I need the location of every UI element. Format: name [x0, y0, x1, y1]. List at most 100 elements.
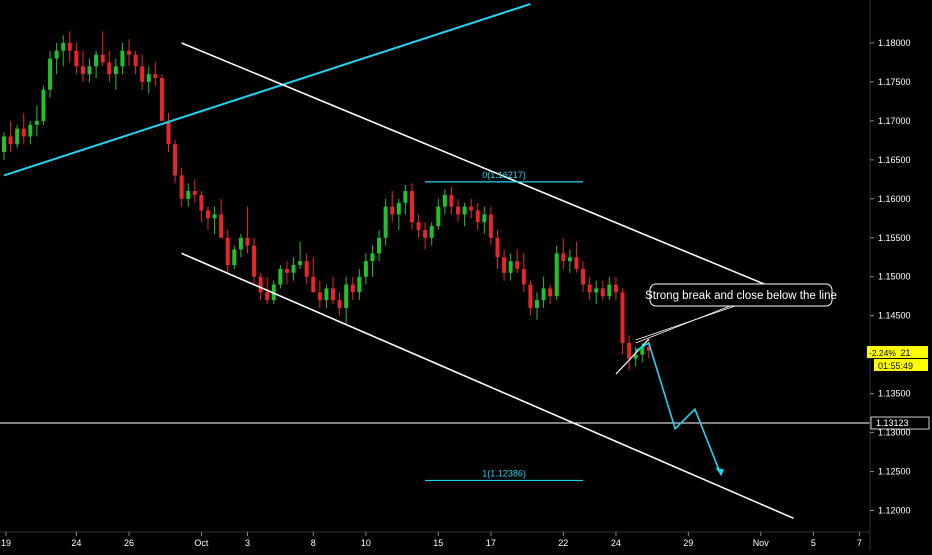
candle[interactable]	[396, 198, 401, 230]
candle[interactable]	[528, 280, 533, 316]
candle[interactable]	[423, 222, 428, 250]
candle[interactable]	[291, 257, 296, 281]
candle[interactable]	[48, 50, 53, 98]
candle[interactable]	[67, 31, 72, 63]
candle[interactable]	[554, 245, 559, 301]
candle[interactable]	[403, 184, 408, 215]
candle[interactable]	[284, 261, 289, 285]
candle[interactable]	[146, 66, 151, 94]
candle[interactable]	[344, 276, 349, 324]
candle[interactable]	[337, 292, 342, 316]
candle[interactable]	[357, 268, 362, 301]
candle[interactable]	[515, 249, 520, 273]
channel-lower-line[interactable]	[181, 252, 794, 520]
candle[interactable]	[508, 253, 513, 281]
annotation-box[interactable]	[649, 283, 833, 307]
candle[interactable]	[74, 42, 79, 75]
candle[interactable]	[311, 257, 316, 293]
candle[interactable]	[449, 187, 454, 215]
candle[interactable]	[245, 206, 250, 254]
candle[interactable]	[502, 249, 507, 281]
candle[interactable]	[561, 237, 566, 269]
candle[interactable]	[153, 62, 158, 86]
candle[interactable]	[54, 42, 59, 75]
candle[interactable]	[363, 253, 368, 285]
channel-upper-line[interactable]	[181, 42, 794, 297]
candle[interactable]	[28, 120, 33, 145]
candle[interactable]	[205, 206, 210, 230]
candle[interactable]	[120, 42, 125, 75]
candle[interactable]	[2, 132, 6, 160]
candle[interactable]	[462, 202, 467, 227]
candle[interactable]	[127, 39, 132, 67]
candle[interactable]	[8, 120, 13, 153]
candle[interactable]	[133, 50, 138, 75]
candle[interactable]	[80, 50, 85, 82]
candle[interactable]	[469, 198, 474, 219]
candle[interactable]	[140, 54, 145, 90]
candle[interactable]	[620, 288, 625, 355]
candle[interactable]	[587, 276, 592, 301]
candle[interactable]	[488, 206, 493, 246]
candle[interactable]	[61, 35, 66, 67]
candle[interactable]	[298, 241, 303, 269]
candle[interactable]	[482, 206, 487, 234]
candle[interactable]	[377, 229, 382, 262]
candle[interactable]	[278, 265, 283, 289]
candle[interactable]	[350, 276, 355, 301]
candle[interactable]	[304, 253, 309, 285]
candle[interactable]	[600, 280, 605, 301]
candle[interactable]	[594, 280, 599, 305]
candle[interactable]	[495, 229, 500, 269]
candle[interactable]	[41, 85, 46, 125]
candle[interactable]	[212, 206, 217, 234]
candle[interactable]	[21, 113, 26, 145]
candle[interactable]	[159, 74, 164, 121]
candle[interactable]	[442, 189, 447, 215]
candle[interactable]	[475, 202, 480, 230]
candle[interactable]	[34, 105, 39, 137]
candle[interactable]	[271, 280, 276, 305]
candle[interactable]	[607, 276, 612, 301]
candle[interactable]	[15, 124, 20, 149]
candle[interactable]	[613, 276, 618, 301]
support-segment[interactable]	[615, 338, 650, 375]
candle[interactable]	[627, 335, 632, 371]
candle[interactable]	[534, 292, 539, 320]
candle[interactable]	[232, 245, 237, 269]
candle[interactable]	[87, 58, 92, 82]
candle[interactable]	[429, 222, 434, 246]
candle[interactable]	[331, 276, 335, 305]
candle[interactable]	[258, 272, 263, 301]
candle[interactable]	[456, 198, 461, 223]
candle[interactable]	[173, 140, 178, 184]
candle[interactable]	[107, 50, 112, 82]
candle[interactable]	[390, 191, 395, 223]
candle[interactable]	[166, 113, 171, 153]
candle[interactable]	[219, 198, 224, 238]
candle[interactable]	[225, 229, 230, 273]
candle[interactable]	[100, 31, 105, 67]
candle[interactable]	[317, 280, 322, 308]
candle[interactable]	[548, 284, 553, 305]
candle[interactable]	[238, 233, 243, 258]
candle[interactable]	[113, 58, 118, 90]
candle[interactable]	[186, 183, 191, 207]
candle[interactable]	[574, 241, 579, 273]
candle[interactable]	[416, 214, 421, 238]
candle[interactable]	[179, 167, 184, 207]
candle[interactable]	[409, 183, 414, 230]
candle[interactable]	[567, 249, 572, 273]
candle[interactable]	[541, 276, 546, 308]
candle[interactable]	[252, 237, 257, 285]
candle[interactable]	[436, 198, 441, 230]
trendline[interactable]	[3, 3, 531, 177]
forecast-path[interactable]	[635, 341, 722, 476]
candle[interactable]	[370, 245, 375, 277]
candle[interactable]	[199, 191, 204, 223]
candle[interactable]	[324, 284, 329, 308]
candle[interactable]	[383, 198, 388, 246]
candle[interactable]	[94, 50, 99, 79]
